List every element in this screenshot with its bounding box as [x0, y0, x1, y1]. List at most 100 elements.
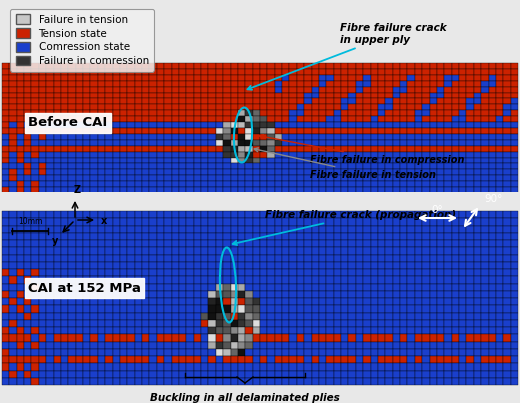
Polygon shape	[238, 187, 245, 193]
Polygon shape	[444, 291, 452, 298]
Polygon shape	[474, 291, 481, 298]
Polygon shape	[164, 93, 172, 98]
Polygon shape	[193, 349, 201, 356]
Polygon shape	[437, 320, 444, 327]
Polygon shape	[149, 175, 157, 181]
Polygon shape	[209, 169, 216, 175]
Polygon shape	[230, 370, 238, 378]
Polygon shape	[496, 363, 503, 370]
Polygon shape	[83, 378, 90, 385]
Polygon shape	[304, 152, 311, 158]
Polygon shape	[297, 63, 304, 69]
Text: Fibre failure crack (propagation): Fibre failure crack (propagation)	[232, 210, 456, 245]
Polygon shape	[142, 327, 149, 334]
Polygon shape	[157, 69, 164, 75]
Polygon shape	[327, 104, 334, 110]
Polygon shape	[422, 211, 430, 218]
Polygon shape	[282, 233, 290, 240]
Polygon shape	[334, 312, 341, 320]
Polygon shape	[68, 81, 76, 87]
Polygon shape	[356, 240, 363, 247]
Polygon shape	[164, 298, 172, 305]
Polygon shape	[201, 104, 209, 110]
Polygon shape	[238, 110, 245, 116]
Polygon shape	[385, 276, 393, 283]
Polygon shape	[290, 181, 297, 187]
Polygon shape	[408, 164, 415, 169]
Polygon shape	[245, 116, 253, 122]
Polygon shape	[422, 164, 430, 169]
Polygon shape	[488, 255, 496, 262]
Polygon shape	[422, 81, 430, 87]
Polygon shape	[32, 341, 39, 349]
Polygon shape	[408, 312, 415, 320]
Polygon shape	[32, 164, 39, 169]
Polygon shape	[120, 312, 127, 320]
Polygon shape	[334, 320, 341, 327]
Polygon shape	[503, 211, 511, 218]
Polygon shape	[290, 169, 297, 175]
Polygon shape	[466, 69, 474, 75]
Polygon shape	[76, 327, 83, 334]
Polygon shape	[408, 356, 415, 363]
Polygon shape	[437, 187, 444, 193]
Polygon shape	[275, 63, 282, 69]
Polygon shape	[223, 93, 230, 98]
Polygon shape	[334, 283, 341, 291]
Polygon shape	[216, 276, 223, 283]
Polygon shape	[275, 378, 282, 385]
Polygon shape	[2, 226, 9, 233]
Polygon shape	[356, 63, 363, 69]
Polygon shape	[39, 211, 46, 218]
Polygon shape	[385, 320, 393, 327]
Polygon shape	[127, 320, 135, 327]
Polygon shape	[363, 269, 371, 276]
Polygon shape	[503, 152, 511, 158]
Polygon shape	[452, 169, 459, 175]
Polygon shape	[149, 187, 157, 193]
Polygon shape	[488, 98, 496, 104]
Polygon shape	[32, 181, 39, 187]
Polygon shape	[83, 75, 90, 81]
Polygon shape	[253, 312, 260, 320]
Polygon shape	[466, 81, 474, 87]
Polygon shape	[135, 320, 142, 327]
Polygon shape	[209, 262, 216, 269]
Polygon shape	[54, 81, 61, 87]
Polygon shape	[488, 116, 496, 122]
Polygon shape	[311, 218, 319, 226]
Polygon shape	[371, 276, 378, 283]
Polygon shape	[341, 93, 348, 98]
Polygon shape	[68, 334, 76, 341]
Polygon shape	[142, 349, 149, 356]
Polygon shape	[363, 349, 371, 356]
Polygon shape	[437, 356, 444, 363]
Polygon shape	[488, 122, 496, 128]
Polygon shape	[193, 181, 201, 187]
Polygon shape	[186, 110, 193, 116]
Polygon shape	[275, 240, 282, 247]
Polygon shape	[157, 81, 164, 87]
Polygon shape	[245, 291, 253, 298]
Polygon shape	[488, 378, 496, 385]
Polygon shape	[9, 334, 17, 341]
Polygon shape	[164, 247, 172, 255]
Polygon shape	[297, 75, 304, 81]
Polygon shape	[17, 87, 24, 93]
Polygon shape	[297, 320, 304, 327]
Polygon shape	[496, 218, 503, 226]
Polygon shape	[393, 128, 400, 134]
Polygon shape	[127, 175, 135, 181]
Polygon shape	[230, 312, 238, 320]
Polygon shape	[98, 312, 105, 320]
Polygon shape	[54, 116, 61, 122]
Polygon shape	[422, 134, 430, 140]
Polygon shape	[363, 240, 371, 247]
Polygon shape	[341, 312, 348, 320]
Polygon shape	[385, 152, 393, 158]
Polygon shape	[164, 146, 172, 152]
Polygon shape	[172, 134, 179, 140]
Polygon shape	[245, 255, 253, 262]
Polygon shape	[319, 122, 327, 128]
Polygon shape	[371, 140, 378, 146]
